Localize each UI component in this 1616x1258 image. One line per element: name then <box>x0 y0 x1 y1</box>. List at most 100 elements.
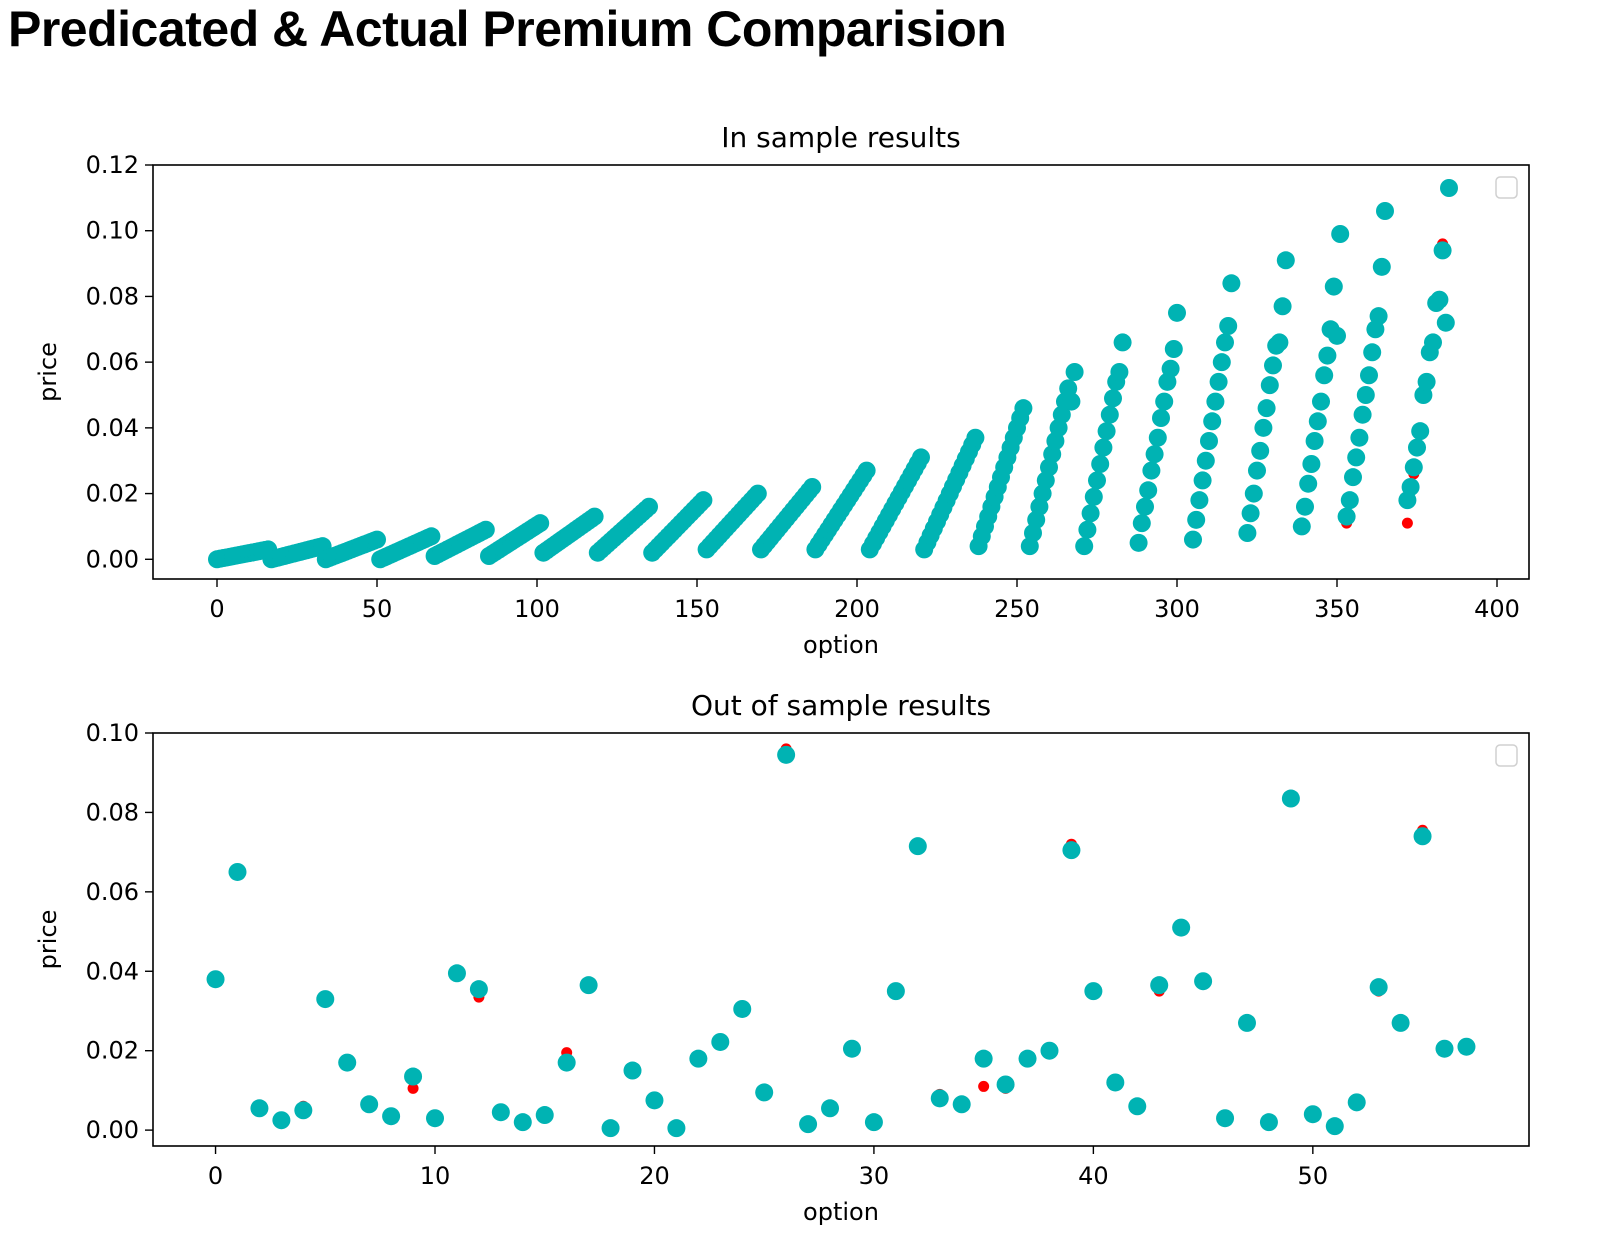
predicted-point <box>1104 389 1122 408</box>
predicted-point <box>1404 458 1423 477</box>
predicted-point <box>1302 455 1321 473</box>
predicted-point <box>338 1053 357 1072</box>
predicted-point <box>1139 481 1158 500</box>
predicted-point <box>1328 326 1346 345</box>
predicted-series <box>208 179 1458 569</box>
predicted-point <box>1088 471 1106 490</box>
predicted-point <box>1150 976 1169 995</box>
actual-point <box>978 1080 990 1092</box>
y-tick-label: 0.04 <box>86 957 139 985</box>
predicted-point <box>1372 257 1391 276</box>
y-tick-label: 0.02 <box>86 1037 139 1065</box>
predicted-point <box>1196 451 1215 470</box>
predicted-point <box>426 1109 445 1128</box>
page-title: Predicated & Actual Premium Comparision <box>8 1 1007 57</box>
x-tick-label: 300 <box>1154 595 1200 623</box>
predicted-point <box>1413 827 1432 846</box>
predicted-point <box>952 1095 971 1114</box>
x-tick-label: 200 <box>834 595 880 623</box>
predicted-point <box>491 1103 510 1122</box>
predicted-point <box>1018 1049 1037 1068</box>
predicted-point <box>1417 372 1436 391</box>
predicted-point <box>557 1053 576 1072</box>
predicted-point <box>908 837 927 856</box>
predicted-point <box>1097 422 1116 441</box>
plot-frame <box>152 164 1530 580</box>
predicted-point <box>1391 1013 1410 1032</box>
predicted-point <box>1305 432 1324 450</box>
predicted-point <box>1152 409 1170 427</box>
predicted-point <box>733 999 752 1018</box>
predicted-point <box>1340 491 1359 510</box>
predicted-point <box>1347 448 1366 467</box>
predicted-point <box>1457 1037 1476 1056</box>
predicted-point <box>1292 517 1311 536</box>
predicted-point <box>1206 392 1225 411</box>
y-axis-label: price <box>34 910 62 970</box>
predicted-point <box>667 1119 686 1138</box>
predicted-point <box>1216 333 1234 352</box>
predicted-point <box>1369 307 1388 326</box>
predicted-point <box>1408 438 1426 457</box>
predicted-point <box>1062 392 1081 411</box>
y-tick-label: 0.00 <box>86 1116 139 1144</box>
predicted-point <box>1184 530 1202 549</box>
predicted-point <box>1244 484 1263 503</box>
predicted-point <box>1363 343 1382 362</box>
predicted-point <box>447 964 466 983</box>
predicted-point <box>535 1106 554 1125</box>
x-tick-label: 10 <box>420 1162 451 1190</box>
predicted-point <box>1318 346 1337 365</box>
y-tick-label: 0.00 <box>86 545 139 573</box>
predicted-point <box>531 514 550 533</box>
predicted-point <box>1129 533 1148 552</box>
predicted-point <box>694 491 713 510</box>
predicted-point <box>1132 514 1151 533</box>
predicted-point <box>1164 340 1183 358</box>
predicted-point <box>966 428 985 447</box>
predicted-point <box>1344 468 1362 487</box>
predicted-point <box>1303 1105 1322 1124</box>
predicted-point <box>689 1049 708 1068</box>
predicted-point <box>842 1039 861 1058</box>
predicted-point <box>1110 363 1129 381</box>
predicted-point <box>711 1032 730 1051</box>
x-tick-label: 0 <box>209 595 224 623</box>
predicted-point <box>1081 504 1100 523</box>
predicted-point <box>422 527 441 546</box>
predicted-point <box>294 1101 313 1120</box>
x-tick-label: 40 <box>1078 1162 1109 1190</box>
predicted-point <box>1433 241 1452 260</box>
predicted-point <box>1411 422 1430 441</box>
x-tick-label: 100 <box>514 595 560 623</box>
predicted-point <box>1436 313 1455 332</box>
predicted-point <box>1084 487 1103 506</box>
predicted-point <box>1299 474 1318 493</box>
x-tick-label: 50 <box>1298 1162 1329 1190</box>
predicted-point <box>601 1119 620 1138</box>
predicted-point <box>1356 386 1375 404</box>
x-tick-label: 30 <box>859 1162 890 1190</box>
predicted-point <box>404 1067 423 1086</box>
out-of-sample-chart: Out of sample results 0 10 20 30 40 50 0.00 0.02… <box>34 689 1530 1226</box>
predicted-point <box>1273 297 1292 316</box>
predicted-series <box>206 745 1476 1138</box>
predicted-point <box>821 1099 840 1118</box>
predicted-point <box>645 1091 664 1110</box>
predicted-point <box>1222 274 1241 293</box>
predicted-point <box>382 1107 401 1126</box>
chart-title: In sample results <box>721 121 960 154</box>
x-tick-label: 400 <box>1474 595 1520 623</box>
predicted-point <box>368 530 386 549</box>
predicted-point <box>1424 333 1442 352</box>
predicted-point <box>623 1061 642 1080</box>
predicted-point <box>996 1075 1015 1094</box>
predicted-point <box>1136 497 1154 516</box>
predicted-point <box>799 1115 818 1134</box>
predicted-point <box>748 484 767 503</box>
predicted-point <box>1040 1041 1059 1060</box>
y-axis-label: price <box>34 342 62 402</box>
predicted-point <box>1257 399 1276 418</box>
predicted-point <box>1254 418 1273 437</box>
